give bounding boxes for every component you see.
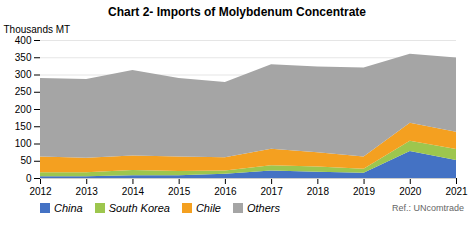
svg-text:350: 350 xyxy=(15,52,32,63)
html-text:Chile: Chile xyxy=(195,202,221,214)
svg-text:2019: 2019 xyxy=(353,186,376,197)
svg-text:Thousands MT: Thousands MT xyxy=(4,24,71,35)
svg-text:2016: 2016 xyxy=(214,186,237,197)
svg-text:0: 0 xyxy=(26,173,32,184)
svg-text:400: 400 xyxy=(15,35,32,46)
svg-text:2012: 2012 xyxy=(29,186,52,197)
svg-text:2014: 2014 xyxy=(122,186,145,197)
svg-text:150: 150 xyxy=(15,121,32,132)
svg-text:2021: 2021 xyxy=(445,186,468,197)
svg-text:2013: 2013 xyxy=(76,186,99,197)
html-text:South Korea: South Korea xyxy=(108,202,170,214)
svg-text:2018: 2018 xyxy=(307,186,330,197)
svg-text:2017: 2017 xyxy=(260,186,283,197)
svg-text:50: 50 xyxy=(20,155,32,166)
svg-text:300: 300 xyxy=(15,69,32,80)
svg-text:250: 250 xyxy=(15,86,32,97)
svg-text:200: 200 xyxy=(15,104,32,115)
html-text:Others: Others xyxy=(247,202,280,214)
html-text:China: China xyxy=(54,202,83,214)
html-text:Ref.: UNcomtrade: Ref.: UNcomtrade xyxy=(392,203,464,213)
svg-text:100: 100 xyxy=(15,138,32,149)
svg-text:2020: 2020 xyxy=(399,186,422,197)
svg-text:2015: 2015 xyxy=(168,186,191,197)
html-text:Chart 2- Imports of Molybdenum: Chart 2- Imports of Molybdenum Concentra… xyxy=(108,5,366,19)
